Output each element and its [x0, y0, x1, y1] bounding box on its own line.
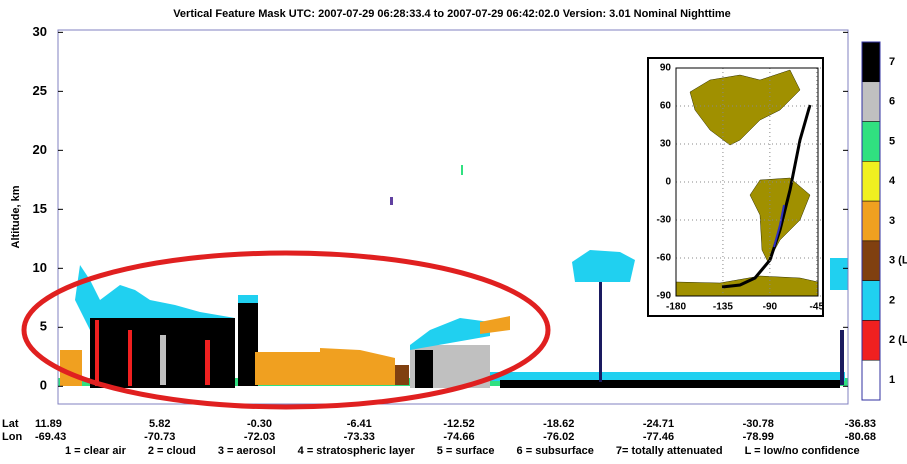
lon-label: -69.43 — [35, 431, 66, 443]
map-y-label: -90 — [657, 291, 672, 302]
low-cloud — [490, 372, 845, 381]
colorbar-label: 5 — [889, 135, 895, 147]
speck — [461, 165, 463, 175]
lat-label: -12.52 — [443, 418, 474, 430]
lon-label: -70.73 — [144, 431, 175, 443]
lat-label: -24.71 — [643, 418, 674, 430]
features — [58, 165, 848, 388]
colorbar-cell — [861, 200, 881, 242]
y-tick-label: 15 — [33, 201, 47, 216]
legend-item: 2 = cloud — [148, 445, 196, 457]
cloud — [572, 250, 635, 282]
lon-label: -80.68 — [845, 431, 876, 443]
map-x-label: -90 — [763, 302, 778, 313]
stem — [840, 330, 844, 385]
x-row-label: Lat — [2, 418, 19, 430]
map-y-label: 0 — [665, 177, 671, 188]
legend-item: 4 = stratospheric layer — [298, 445, 416, 457]
lat-label: -18.62 — [543, 418, 574, 430]
lon-label: -76.02 — [543, 431, 574, 443]
colorbar-cell — [861, 121, 881, 162]
y-tick-label: 5 — [40, 319, 47, 334]
map-y-label: -60 — [657, 253, 672, 264]
track-segment — [773, 204, 785, 248]
colorbar-label: 3 (L — [889, 255, 907, 267]
colorbar-label: 4 — [889, 175, 896, 187]
subsurface — [160, 335, 166, 385]
legend-item: L = low/no confidence — [745, 445, 860, 457]
lon-label: -74.66 — [443, 431, 474, 443]
cloud — [830, 258, 848, 290]
lon-label: -77.46 — [643, 431, 674, 443]
cloud-low-conf — [205, 340, 210, 385]
attenuated — [238, 298, 258, 386]
legend-item: 5 = surface — [437, 445, 495, 457]
lat-label: -6.41 — [347, 418, 372, 430]
y-tick-label: 30 — [33, 24, 47, 39]
y-tick-label: 20 — [33, 142, 47, 157]
colorbar-cell — [861, 41, 881, 83]
chart-title: Vertical Feature Mask UTC: 2007-07-29 06… — [173, 8, 731, 20]
colorbar-label: 2 (L — [889, 334, 907, 346]
colorbar-frame — [861, 41, 881, 401]
colorbar-cell — [861, 280, 881, 321]
map-y-label: 60 — [660, 101, 672, 112]
map-x-label: -180 — [666, 302, 686, 313]
lat-label: -36.83 — [845, 418, 876, 430]
colorbar-label: 2 — [889, 294, 895, 306]
colorbar-cell — [861, 81, 881, 122]
map-y-label: 90 — [660, 63, 672, 74]
colorbar-label: 3 — [889, 215, 895, 227]
speck — [390, 197, 393, 205]
y-axis-label: Altitude, km — [10, 185, 22, 248]
cloud-low-conf — [128, 330, 132, 386]
colorbar-cell — [861, 240, 881, 281]
stem — [599, 282, 602, 382]
lon-label: -72.03 — [244, 431, 275, 443]
cloud — [75, 265, 235, 330]
x-row-label: Lon — [2, 431, 22, 443]
map-x-label: -135 — [713, 302, 733, 313]
lon-label: -73.33 — [344, 431, 375, 443]
lon-label: -78.99 — [743, 431, 774, 443]
colorbar-cell — [861, 161, 881, 202]
cloud — [410, 318, 490, 350]
north-america — [689, 69, 801, 146]
y-tick-label: 10 — [33, 260, 47, 275]
map-axes-frame — [675, 67, 819, 297]
aerosol — [255, 348, 395, 385]
lat-label: 11.89 — [35, 418, 62, 430]
lat-label: 5.82 — [149, 418, 170, 430]
attenuated — [415, 350, 433, 388]
y-tick-label: 25 — [33, 83, 47, 98]
legend-item: 7= totally attenuated — [616, 445, 723, 457]
aerosol — [480, 316, 510, 334]
aerosol-low-conf — [395, 365, 409, 385]
map-y-label: 30 — [660, 139, 672, 150]
cloud — [238, 295, 258, 303]
colorbar-cell — [861, 320, 881, 361]
legend-item: 6 = subsurface — [517, 445, 594, 457]
colorbar-cell — [861, 359, 881, 401]
legend-item: 1 = clear air — [65, 445, 127, 457]
cloud-low-conf — [95, 320, 99, 386]
colorbar-label: 1 — [889, 374, 895, 386]
highlight-ellipse — [21, 250, 551, 410]
plot-frame — [57, 29, 849, 405]
y-tick-label: 0 — [40, 378, 47, 393]
colorbar-label: 6 — [889, 96, 895, 108]
map-y-label: -30 — [657, 215, 672, 226]
lat-label: -30.78 — [743, 418, 774, 430]
colorbar-label: 7 — [889, 56, 895, 68]
lat-label: -0.30 — [247, 418, 272, 430]
attenuated-low — [500, 380, 840, 388]
map-x-label: -45 — [810, 302, 825, 313]
legend-item: 3 = aerosol — [218, 445, 276, 457]
